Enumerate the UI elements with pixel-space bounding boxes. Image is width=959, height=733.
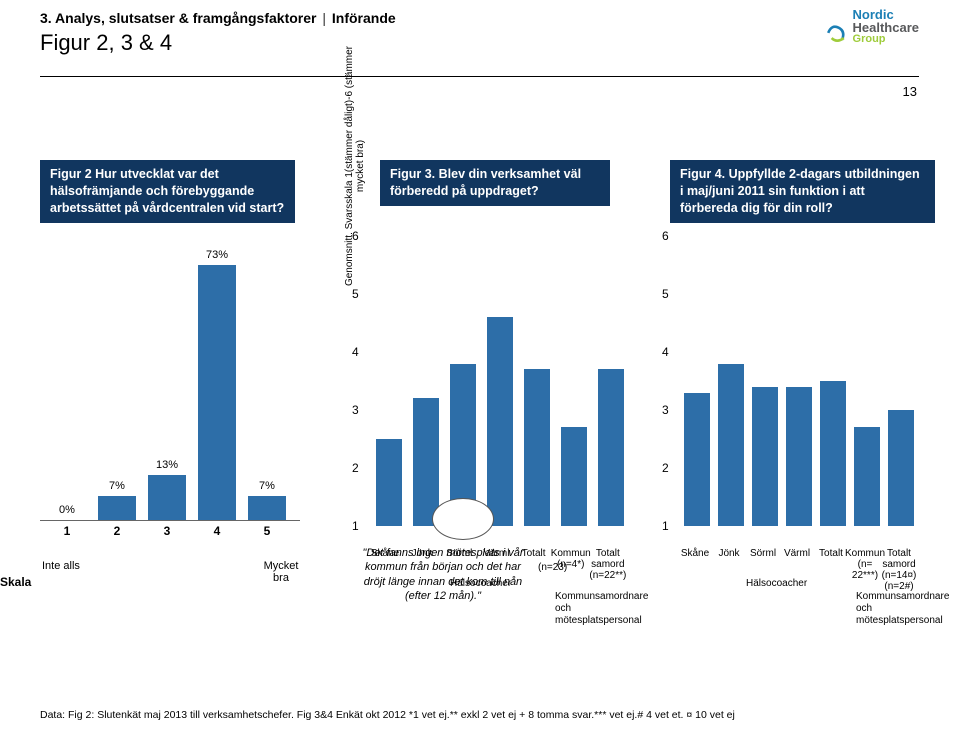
fig2-scale-label: Skala: [0, 575, 31, 589]
breadcrumb-section: 3. Analys, slutsatser & framgångsfaktore…: [40, 10, 316, 26]
fig3-title: Figur 3. Blev din verksamhet väl förbere…: [380, 160, 610, 206]
fig2-bar-label: 73%: [198, 249, 236, 261]
fig2-plot: 0%17%213%373%47%5: [40, 240, 300, 521]
bar: [413, 398, 439, 526]
ytick: 1: [662, 519, 669, 533]
ytick: 5: [352, 287, 359, 301]
fig4-plot: 123456: [680, 236, 918, 526]
fig3-ylabel: Genomsnitt. Svarsskala 1(stämmer dåligt)…: [344, 36, 366, 296]
fig2-bar-label: 7%: [98, 480, 136, 492]
xcat: Totalt samord (n=22**): [588, 548, 628, 581]
ytick: 1: [352, 519, 359, 533]
xcat: Totalt samord (n=14¤) (n=2#): [879, 548, 919, 592]
fig4-title: Figur 4. Uppfyllde 2-dagars utbildningen…: [670, 160, 935, 223]
ytick: 2: [662, 461, 669, 475]
bar: [598, 369, 624, 526]
fig2-xcat: 5: [248, 524, 286, 538]
bar: [888, 410, 914, 526]
bar: [376, 439, 402, 526]
header: 3. Analys, slutsatser & framgångsfaktore…: [40, 10, 919, 56]
breadcrumb-sep: |: [322, 10, 326, 26]
page-title: Figur 2, 3 & 4: [40, 30, 919, 56]
callout-bubble: [432, 498, 494, 540]
logo-icon: [823, 19, 849, 45]
ytick: 6: [662, 229, 669, 243]
fig2-bar: [148, 475, 186, 521]
bar: [561, 427, 587, 526]
fig2-bar-label: 0%: [48, 504, 86, 516]
fig3-side-text: Kommunsamordnare och mötesplatspersonal: [555, 591, 625, 627]
ytick: 2: [352, 461, 359, 475]
breadcrumb-page: Införande: [332, 10, 396, 26]
fig2-xcat: 3: [148, 524, 186, 538]
fig2-chart: 0% 1 7% 2 13% 3 73% 4 7% 5: [40, 240, 300, 570]
ytick: 3: [662, 403, 669, 417]
bar: [820, 381, 846, 526]
header-rule: [40, 76, 919, 77]
bar: [524, 369, 550, 526]
bar: [752, 387, 778, 526]
slide: 3. Analys, slutsatser & framgångsfaktore…: [0, 0, 959, 733]
page-number: 13: [903, 84, 917, 99]
callout-quote: "Det fanns ingen mötesplats i vår kommun…: [358, 546, 528, 603]
ytick: 3: [352, 403, 359, 417]
fig2-title: Figur 2 Hur utvecklat var det hälsofrämj…: [40, 160, 295, 223]
fig4-chart: 123456 SkåneJönkSörmlVärmlTotaltKommun (…: [660, 236, 928, 566]
bar: [684, 393, 710, 526]
footer-datasource: Data: Fig 2: Slutenkät maj 2013 till ver…: [40, 709, 919, 721]
bar: [487, 317, 513, 526]
fig2-bar-label: 13%: [148, 459, 186, 471]
fig3-plot: 123456: [370, 236, 630, 526]
fig3-n: (n=23): [538, 562, 567, 573]
breadcrumb: 3. Analys, slutsatser & framgångsfaktore…: [40, 10, 919, 26]
logo: Nordic Healthcare Group: [823, 8, 919, 45]
fig2-bar-label: 7%: [248, 480, 286, 492]
fig2-bar: [98, 496, 136, 521]
fig2-xcat: 4: [198, 524, 236, 538]
fig2-right-anchor: Mycket bra: [260, 560, 302, 584]
fig2-xcat: 2: [98, 524, 136, 538]
bar: [854, 427, 880, 526]
ytick: 4: [352, 345, 359, 359]
fig2-bar: [198, 265, 236, 521]
logo-group: Group: [853, 34, 919, 45]
fig2-left-anchor: Inte alls: [42, 560, 80, 572]
fig4-halsocoacher: Hälsocoacher: [746, 578, 807, 589]
fig4-side-text: Kommunsamordnare och mötesplatspersonal: [856, 591, 926, 627]
bar: [786, 387, 812, 526]
fig2-xcat: 1: [48, 524, 86, 538]
ytick: 6: [352, 229, 359, 243]
bar: [718, 364, 744, 526]
fig2-bar: [248, 496, 286, 521]
ytick: 4: [662, 345, 669, 359]
ytick: 5: [662, 287, 669, 301]
